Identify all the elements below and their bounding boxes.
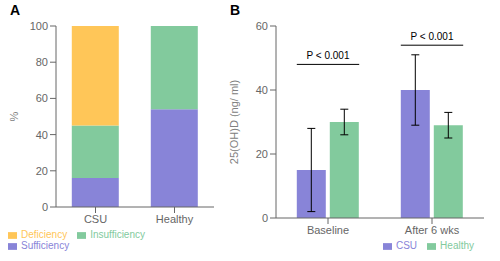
svg-text:40: 40 [256, 84, 268, 96]
html-text:Insufficiency: Insufficiency [90, 229, 145, 240]
svg-text:Baseline: Baseline [307, 224, 349, 236]
svg-text:80: 80 [36, 56, 48, 68]
html-text:Deficiency: Deficiency [21, 229, 68, 240]
svg-text:100: 100 [30, 20, 48, 32]
svg-text:Healthy: Healthy [156, 213, 194, 225]
svg-text:%: % [8, 111, 20, 121]
svg-text:25(OH)D (ng/ ml): 25(OH)D (ng/ ml) [228, 80, 240, 164]
html-text:B: B [230, 2, 241, 18]
html-text:CSU: CSU [396, 240, 418, 251]
html-text:A: A [10, 2, 21, 18]
svg-text:40: 40 [36, 129, 48, 141]
svg-text:60: 60 [256, 20, 268, 32]
html-text:Healthy: Healthy [440, 240, 474, 251]
svg-text:0: 0 [262, 212, 268, 224]
svg-text:20: 20 [36, 165, 48, 177]
svg-text:P < 0.001: P < 0.001 [307, 50, 350, 61]
svg-text:60: 60 [36, 92, 48, 104]
svg-text:0: 0 [42, 201, 48, 213]
svg-text:20: 20 [256, 148, 268, 160]
html-text:Sufficiency: Sufficiency [21, 240, 70, 251]
svg-text:CSU: CSU [84, 213, 107, 225]
svg-text:After 6 wks: After 6 wks [405, 224, 460, 236]
svg-text:P < 0.001: P < 0.001 [411, 31, 454, 42]
